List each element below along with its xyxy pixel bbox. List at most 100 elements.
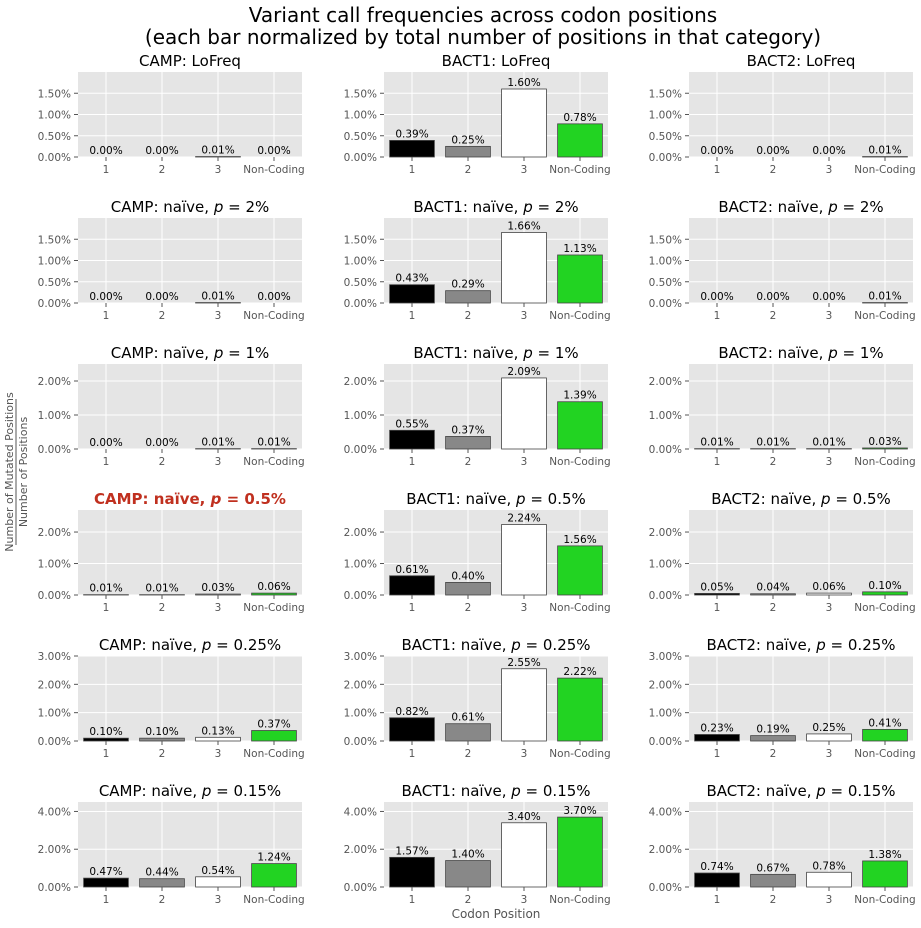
x-tick-label: 1 <box>409 748 416 760</box>
bar-value-label: 0.00% <box>812 291 845 303</box>
bar-value-label: 0.78% <box>812 860 845 872</box>
bar-value-label: 0.01% <box>812 437 845 449</box>
panel-title: BACT2: naïve, p = 0.25% <box>706 636 895 654</box>
panel-title: BACT1: naïve, p = 0.25% <box>401 636 590 654</box>
panel-title-suffix: = 0.25% <box>521 636 591 654</box>
panels: 0.00% 0.50% 1.00% 1.50% 0.00% 1 0.00% 2 0.01% 3 0.… <box>38 52 916 906</box>
panel-title-prefix: BACT2: naïve, <box>718 198 828 216</box>
bar-value-label: 0.82% <box>395 706 428 718</box>
bar-2 <box>445 436 491 450</box>
bar-value-label: 0.05% <box>700 581 733 593</box>
panel-title-prefix: BACT2: naïve, <box>706 782 816 800</box>
x-tick-label: 3 <box>826 310 833 322</box>
x-tick-label: Non-Coding <box>243 310 304 322</box>
bar-value-label: 3.40% <box>507 811 540 823</box>
panel-title: BACT1: LoFreq <box>442 52 551 70</box>
y-tick-label: 2.00% <box>344 679 377 691</box>
bar-3 <box>195 593 241 596</box>
bar-value-label: 1.56% <box>563 534 596 546</box>
bar-non-coding <box>557 816 603 888</box>
panel-bact1-na-ve-p-1: 0.00% 1.00% 2.00% 0.55% 1 0.37% 2 2.09% 3 1.39% No… <box>344 344 611 468</box>
panel-bact2-na-ve-p-1: 0.00% 1.00% 2.00% 0.01% 1 0.01% 2 0.01% 3 0.03% No… <box>649 344 916 468</box>
panel-title-suffix: = 0.5% <box>526 490 586 508</box>
x-tick-label: 3 <box>521 164 528 176</box>
panel-title-prefix: BACT1: naïve, <box>406 490 516 508</box>
bar-2 <box>750 873 796 888</box>
bar-value-label: 0.01% <box>145 583 178 595</box>
x-tick-label: 2 <box>465 456 472 468</box>
y-tick-label: 0.00% <box>649 444 682 456</box>
bar-3 <box>501 377 547 450</box>
bar-value-label: 0.41% <box>868 717 901 729</box>
bar-3 <box>501 88 547 158</box>
x-tick-label: 3 <box>215 456 222 468</box>
bar-1 <box>694 734 740 742</box>
panel-title-p: p <box>210 490 222 508</box>
bar-value-label: 0.06% <box>812 581 845 593</box>
y-tick-label: 2.00% <box>649 679 682 691</box>
y-tick-label: 2.00% <box>649 376 682 388</box>
y-tick-label: 3.00% <box>38 651 71 663</box>
plot-area <box>689 510 913 595</box>
x-tick-label: 1 <box>103 310 110 322</box>
panel-title-suffix: = 0.5% <box>831 490 891 508</box>
panel-title-p: p <box>815 636 826 654</box>
panel-title-p: p <box>213 344 224 362</box>
bar-value-label: 2.22% <box>563 666 596 678</box>
y-tick-label: 4.00% <box>344 806 377 818</box>
bar-value-label: 0.03% <box>868 436 901 448</box>
panel-title: BACT2: naïve, p = 0.5% <box>711 490 891 508</box>
panel-title: BACT2: naïve, p = 1% <box>718 344 883 362</box>
y-tick-label: 1.50% <box>38 234 71 246</box>
y-tick-label: 0.00% <box>649 152 682 164</box>
bar-value-label: 0.39% <box>395 128 428 140</box>
x-tick-label: 1 <box>714 456 721 468</box>
x-tick-label: Non-Coding <box>549 456 610 468</box>
bar-value-label: 0.00% <box>89 291 122 303</box>
bar-3 <box>501 524 547 596</box>
panel-title-suffix: = 1% <box>223 344 269 362</box>
panel-title-suffix: = 0.5% <box>221 490 286 508</box>
bar-value-label: 0.54% <box>201 865 234 877</box>
bar-3 <box>195 736 241 742</box>
y-tick-label: 1.00% <box>344 410 377 422</box>
panel-title-p: p <box>820 490 831 508</box>
x-tick-label: 2 <box>159 164 166 176</box>
bar-value-label: 0.74% <box>700 861 733 873</box>
panel-title-suffix: = 0.25% <box>211 636 281 654</box>
panel-title: CAMP: naïve, p = 0.25% <box>99 636 281 654</box>
x-tick-label: 2 <box>465 602 472 614</box>
panel-title-prefix: CAMP: naïve, <box>94 490 211 508</box>
bar-value-label: 0.67% <box>756 862 789 874</box>
y-tick-label: 0.00% <box>344 152 377 164</box>
x-tick-label: Non-Coding <box>854 310 915 322</box>
x-tick-label: Non-Coding <box>549 164 610 176</box>
panel-bact2-lofreq: 0.00% 0.50% 1.00% 1.50% 0.00% 1 0.00% 2 0.00% 3 0.… <box>649 52 916 176</box>
y-tick-label: 0.50% <box>38 131 71 143</box>
panel-title-prefix: CAMP: naïve, <box>111 344 214 362</box>
bar-value-label: 0.10% <box>145 726 178 738</box>
x-tick-label: 1 <box>409 310 416 322</box>
bar-value-label: 0.01% <box>868 291 901 303</box>
bar-3 <box>806 733 852 742</box>
x-tick-label: 3 <box>826 164 833 176</box>
y-tick-label: 1.00% <box>344 708 377 720</box>
panel-title-prefix: BACT2: naïve, <box>718 344 828 362</box>
panel-title: CAMP: naïve, p = 1% <box>111 344 270 362</box>
panel-bact2-na-ve-p-0-5: 0.00% 1.00% 2.00% 0.05% 1 0.04% 2 0.06% 3 0.10% No… <box>649 490 916 614</box>
bar-value-label: 0.03% <box>201 582 234 594</box>
bar-value-label: 0.01% <box>201 437 234 449</box>
x-tick-label: Non-Coding <box>549 748 610 760</box>
y-tick-label: 0.00% <box>344 590 377 602</box>
x-tick-label: 2 <box>465 310 472 322</box>
y-tick-label: 2.00% <box>344 376 377 388</box>
y-tick-label: 0.00% <box>649 882 682 894</box>
panel-bact2-na-ve-p-0-15: 0.00% 2.00% 4.00% 0.74% 1 0.67% 2 0.78% 3 1.38% No… <box>649 782 916 906</box>
y-tick-label: 1.00% <box>344 559 377 571</box>
x-tick-label: 3 <box>215 602 222 614</box>
x-axis-label: Codon Position <box>452 907 541 921</box>
x-tick-label: Non-Coding <box>243 164 304 176</box>
bar-value-label: 1.57% <box>395 845 428 857</box>
panel-camp-na-ve-p-0-25: 0.00% 1.00% 2.00% 3.00% 0.10% 1 0.10% 2 0.13% 3 0.… <box>38 636 305 760</box>
y-tick-label: 1.50% <box>649 234 682 246</box>
